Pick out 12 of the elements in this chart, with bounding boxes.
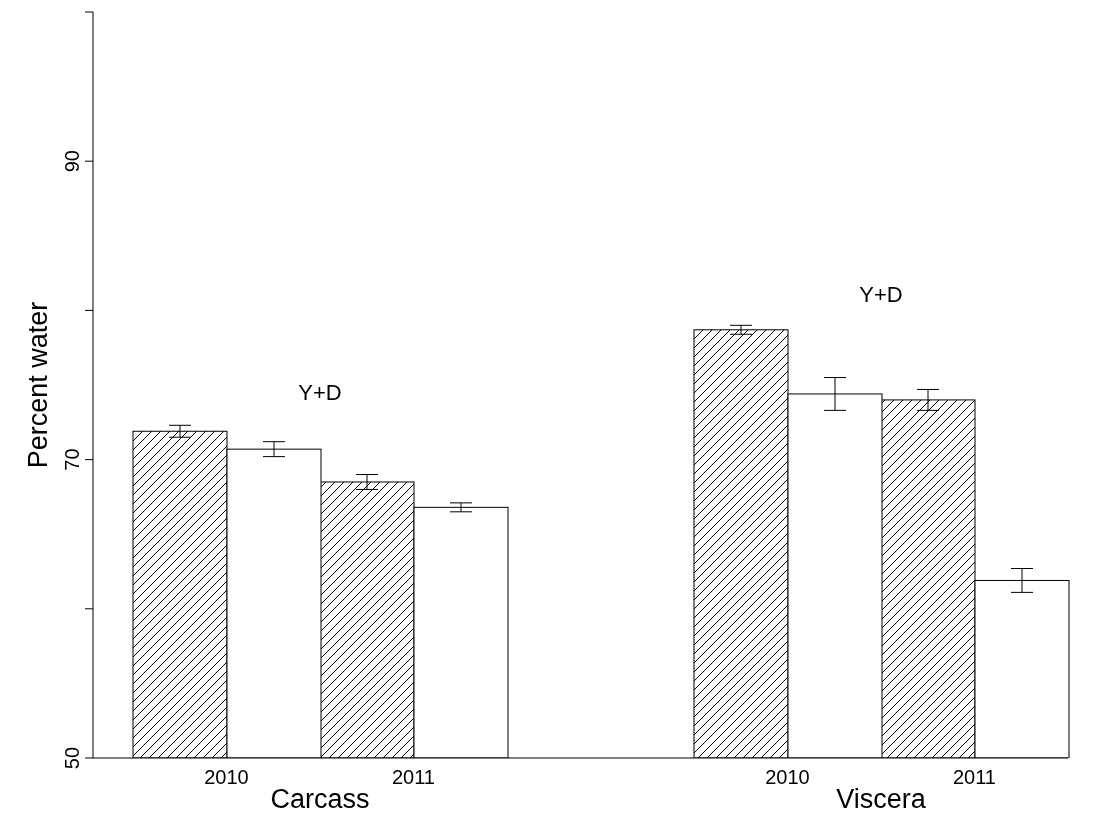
x-tick-label: 2011: [391, 766, 436, 788]
y-tick-label: 90: [61, 150, 83, 173]
text: Carcass: [270, 784, 370, 815]
x-tick-label: 2010: [204, 766, 249, 788]
y-axis-title: Percent water: [22, 301, 54, 469]
text: Viscera: [836, 784, 926, 815]
annotation: Y+D: [298, 380, 342, 406]
x-tick-label: 2010: [765, 766, 810, 788]
y-tick-label: 50: [61, 746, 83, 770]
y-tick-label: 70: [61, 448, 83, 471]
annotation: Y+D: [859, 282, 903, 308]
x-tick-label: 2011: [952, 766, 997, 788]
